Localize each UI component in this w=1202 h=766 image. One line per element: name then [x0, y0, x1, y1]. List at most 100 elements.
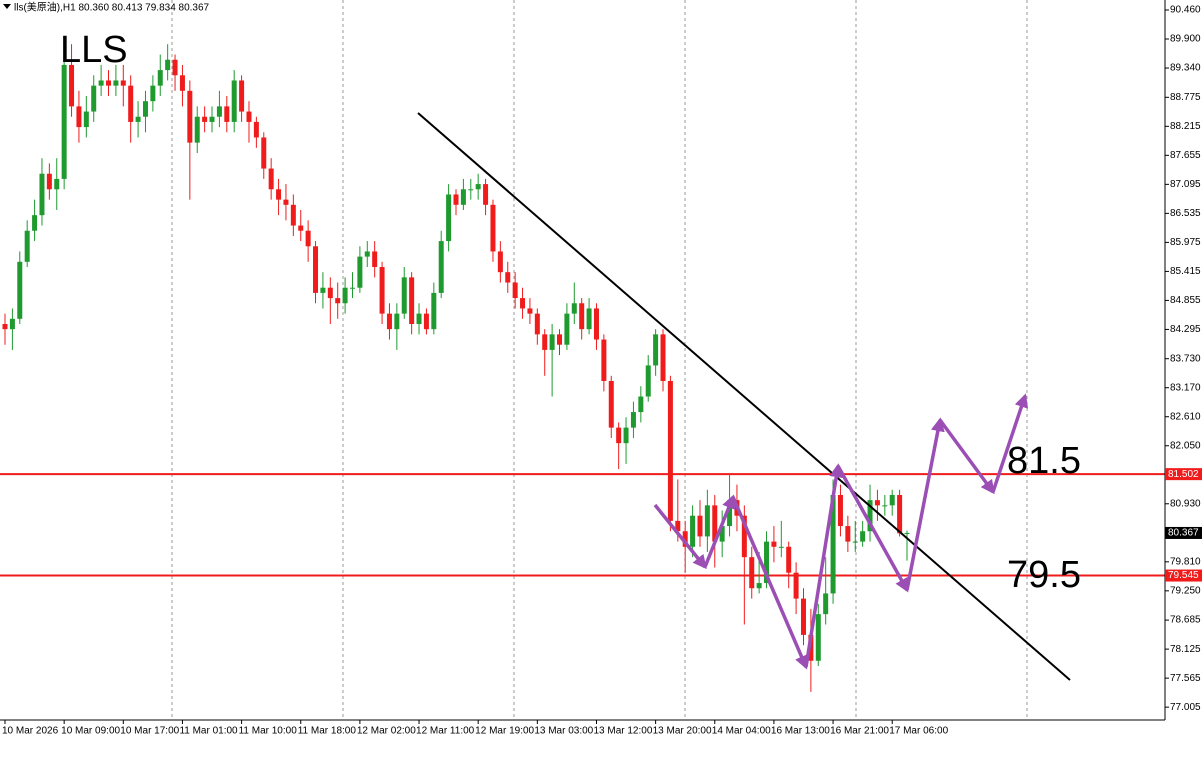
x-tick-label: 11 Mar 10:00 [239, 726, 298, 737]
x-tick-label: 10 Mar 09:00 [61, 726, 120, 737]
candle-body [394, 313, 400, 330]
y-tick-label: 77.005 [1170, 702, 1201, 713]
candle-body [756, 583, 762, 589]
y-tick-label: 88.215 [1170, 121, 1201, 132]
y-tick-label: 85.415 [1170, 266, 1201, 277]
x-tick-label: 10 Mar 17:00 [120, 726, 179, 737]
candle-body [172, 59, 178, 76]
candle-body [231, 80, 237, 122]
candle-body [46, 173, 52, 190]
candle-body [194, 116, 200, 143]
candle-body [534, 313, 540, 335]
y-tick-label: 87.655 [1170, 150, 1201, 161]
candle-body [268, 168, 274, 190]
y-tick-label: 82.050 [1170, 440, 1201, 451]
candle-body [786, 546, 792, 573]
candle-body [690, 515, 696, 547]
y-tick-label: 88.775 [1170, 92, 1201, 103]
level-label-box [1165, 468, 1202, 481]
y-tick-label: 86.535 [1170, 208, 1201, 219]
candle-body [91, 85, 97, 112]
candle-body [741, 515, 747, 558]
candle-body [512, 282, 518, 299]
candle-body [409, 277, 415, 324]
candle-body [120, 80, 126, 86]
candle-body [557, 334, 563, 345]
candle-body [616, 427, 622, 444]
candle-body [128, 85, 134, 122]
x-tick-label: 13 Mar 12:00 [593, 726, 652, 737]
y-tick-label: 82.610 [1170, 411, 1201, 422]
candle-body [209, 116, 215, 122]
x-tick-label: 10 Mar 2026 [2, 726, 59, 737]
candle-body [276, 189, 282, 200]
trend-line [417, 112, 1071, 681]
x-tick-label: 17 Mar 06:00 [889, 726, 948, 737]
candle-body [593, 308, 599, 340]
candle-body [837, 494, 843, 527]
y-tick-label: 83.730 [1170, 353, 1201, 364]
chart-title: lls(美原油),H1 80.360 80.413 79.834 80.367 [14, 1, 210, 14]
y-tick-label: 84.295 [1170, 324, 1201, 335]
candle-body [542, 334, 548, 350]
candle-body [586, 308, 592, 330]
last-price-box [1165, 526, 1202, 539]
candle-body [290, 204, 296, 226]
candle-body [682, 531, 688, 547]
candle-body [17, 261, 23, 319]
candle-body [490, 204, 496, 252]
candle-body [874, 500, 880, 506]
candle-body [76, 106, 82, 128]
y-tick-label: 80.930 [1170, 498, 1201, 509]
candle-body [468, 189, 474, 191]
candle-body [246, 111, 252, 122]
candle-body [793, 572, 799, 599]
candle-body [800, 598, 806, 635]
candle-body [778, 546, 784, 548]
candle-body [431, 292, 437, 330]
y-tick-label: 85.975 [1170, 237, 1201, 248]
candle-body [335, 298, 341, 304]
candle-body [889, 494, 895, 506]
candle-body [475, 184, 481, 190]
y-tick-label: 89.900 [1170, 34, 1201, 45]
day-separators [171, 0, 1028, 720]
y-tick-label: 78.685 [1170, 615, 1201, 626]
x-tick-label: 11 Mar 18:00 [298, 726, 357, 737]
candle-body [320, 287, 326, 293]
level-label-box [1165, 569, 1202, 582]
x-tick-label: 12 Mar 02:00 [357, 726, 416, 737]
candle-body [719, 526, 725, 542]
candle-body [135, 116, 141, 122]
annotation: LLS [60, 29, 128, 71]
candle-body [106, 80, 112, 86]
y-tick-label: 79.810 [1170, 556, 1201, 567]
candle-body [298, 225, 304, 231]
candle-body [61, 64, 67, 179]
candle-body [623, 427, 629, 444]
candle-body [608, 380, 614, 428]
candle-body [852, 541, 858, 543]
candle-body [283, 199, 289, 205]
candle-body [520, 298, 526, 309]
candle-body [423, 313, 429, 330]
y-tick-label: 83.170 [1170, 382, 1201, 393]
candle-body [357, 256, 363, 288]
candle-body [497, 251, 503, 273]
candle-body [630, 412, 636, 428]
candle-body [860, 531, 866, 542]
candle-body [549, 334, 555, 350]
candle-body [675, 520, 681, 532]
candle-body [845, 526, 851, 542]
x-tick-label: 12 Mar 11:00 [416, 726, 475, 737]
candle-body [179, 75, 185, 91]
candle-body [202, 116, 208, 122]
candle-body [349, 287, 355, 289]
candle-body [867, 500, 873, 532]
x-tick-label: 16 Mar 13:00 [771, 726, 830, 737]
candle-body [372, 251, 378, 267]
candle-body [638, 396, 644, 413]
candle-body [667, 380, 673, 521]
candle-body [83, 111, 89, 128]
